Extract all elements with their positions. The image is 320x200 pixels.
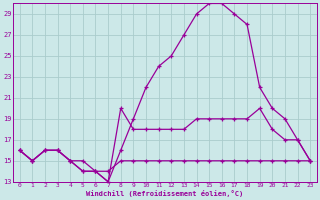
X-axis label: Windchill (Refroidissement éolien,°C): Windchill (Refroidissement éolien,°C) [86,190,244,197]
